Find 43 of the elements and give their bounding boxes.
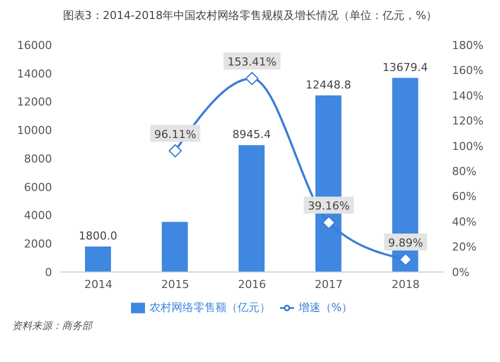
y-tick-label: 14000 (17, 67, 52, 80)
data-label: 13679.4 (382, 60, 428, 74)
bar (85, 246, 111, 272)
data-label: 39.16% (308, 200, 350, 213)
y2-tick-label: 80% (452, 165, 476, 178)
y2-tick-label: 180% (452, 38, 484, 52)
y-tick-label: 2000 (24, 238, 52, 251)
y-tick-label: 0 (45, 266, 52, 279)
y-tick-label: 6000 (24, 180, 52, 194)
x-tick-label: 2016 (238, 278, 266, 291)
y2-tick-label: 40% (452, 215, 476, 228)
data-label: 1800.0 (78, 229, 118, 242)
data-label: 12448.8 (306, 78, 352, 92)
legend-label: 增速（%） (298, 301, 353, 314)
data-label: 8945.4 (232, 128, 271, 142)
text: 资料来源：商务部 (12, 320, 94, 333)
y2-tick-label: 0% (452, 266, 470, 279)
y2-tick-label: 140% (452, 89, 484, 102)
x-tick-label: 2018 (392, 278, 420, 291)
x-tick-label: 2015 (161, 278, 190, 291)
y2-tick-label: 20% (452, 240, 476, 254)
y-tick-label: 4000 (24, 209, 52, 222)
point (245, 72, 259, 86)
y-tick-label: 8000 (24, 152, 52, 166)
x-tick-label: 2014 (84, 278, 112, 291)
x-tick-label: 2017 (314, 278, 343, 291)
point (399, 252, 412, 266)
legend-label: 农村网络零售额（亿元） (149, 301, 270, 314)
y2-tick-label: 60% (452, 190, 476, 204)
point (168, 144, 182, 158)
y-tick-label: 16000 (17, 38, 52, 52)
bar (238, 145, 265, 272)
y2-tick-label: 100% (452, 140, 484, 153)
y-tick-label: 12000 (17, 96, 52, 109)
y-tick-label: 10000 (17, 124, 52, 138)
bar (162, 222, 188, 272)
y2-tick-label: 160% (452, 64, 484, 78)
chart-title: 图表3：2014-2018年中国农村网络零售规模及增长情况（单位：亿元，%） (62, 8, 438, 23)
data-label: 153.41% (228, 56, 276, 69)
point (322, 216, 336, 230)
data-label: 96.11% (154, 128, 196, 141)
data-label: 9.89% (388, 236, 424, 250)
y2-tick-label: 120% (452, 114, 484, 128)
